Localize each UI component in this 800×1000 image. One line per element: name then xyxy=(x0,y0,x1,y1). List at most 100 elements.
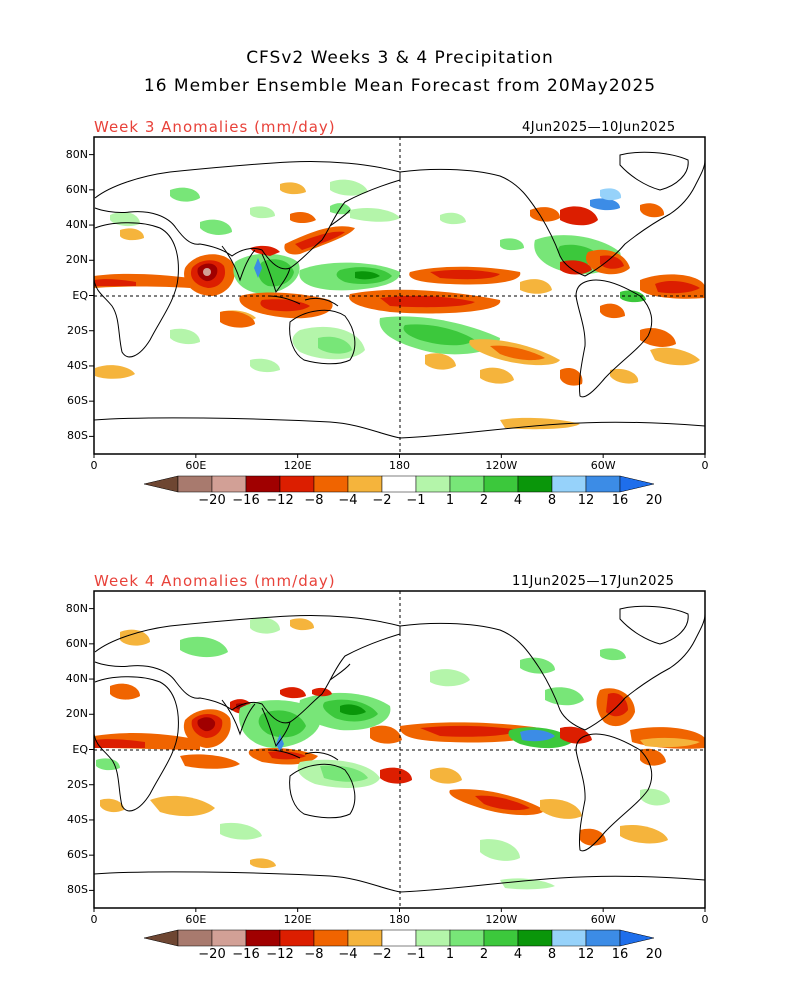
week4-date-range: 11Jun2025—17Jun2025 xyxy=(512,574,675,589)
colorbar-label: −2 xyxy=(372,493,392,508)
lon-label: 0 xyxy=(701,459,709,472)
colorbar-label: −4 xyxy=(338,493,358,508)
colorbar-swatch xyxy=(551,475,587,493)
colorbar-swatch xyxy=(381,475,417,493)
colorbar-label: −1 xyxy=(406,493,426,508)
colorbar-swatch xyxy=(347,475,383,493)
colorbar-swatch xyxy=(449,475,485,493)
lon-label: 180 xyxy=(389,913,410,926)
lon-label: 120W xyxy=(485,459,518,472)
colorbar-1 xyxy=(143,475,655,493)
colorbar-label: −12 xyxy=(266,947,294,962)
week4-title: Week 4 Anomalies (mm/day) xyxy=(94,572,336,590)
colorbar-swatch xyxy=(415,475,451,493)
colorbar-swatch xyxy=(449,929,485,947)
lat-label: 80S xyxy=(67,429,88,443)
lat-label: 40N xyxy=(65,218,88,232)
colorbar-swatch xyxy=(245,475,281,493)
lon-label: 180 xyxy=(389,459,410,472)
colorbar-label: −16 xyxy=(232,493,260,508)
lat-label: EQ xyxy=(72,742,88,756)
colorbar-swatch xyxy=(585,475,621,493)
colorbar-label: −12 xyxy=(266,493,294,508)
colorbar-swatch xyxy=(347,929,383,947)
week4-coastlines xyxy=(94,605,705,893)
lat-label: 20S xyxy=(67,777,88,791)
colorbar-low-arrow xyxy=(143,475,179,493)
colorbar-swatch xyxy=(483,929,519,947)
colorbar-swatch xyxy=(551,929,587,947)
week4-map xyxy=(94,591,705,908)
lon-label: 0 xyxy=(90,459,98,472)
lat-label: 80S xyxy=(67,883,88,897)
colorbar-high-arrow xyxy=(619,929,655,947)
colorbar-swatch xyxy=(585,929,621,947)
subtitle: 16 Member Ensemble Mean Forecast from 20… xyxy=(143,76,657,96)
lon-label: 0 xyxy=(701,913,709,926)
lon-label: 120E xyxy=(283,913,312,926)
main-title: CFSv2 Weeks 3 & 4 Precipitation xyxy=(246,48,554,68)
lat-label: 60N xyxy=(65,636,88,650)
lon-label: 60E xyxy=(185,459,207,472)
week3-reference-lines xyxy=(94,137,705,454)
colorbar-label: 12 xyxy=(577,947,595,962)
colorbar-label: 8 xyxy=(547,493,557,508)
lat-label: 60S xyxy=(67,394,88,408)
colorbar-swatch xyxy=(177,475,213,493)
colorbar-swatch xyxy=(483,475,519,493)
lat-label: 80N xyxy=(65,147,88,161)
week3-anomalies xyxy=(94,179,705,430)
colorbar-label: 1 xyxy=(445,493,455,508)
colorbar-high-arrow xyxy=(619,475,655,493)
colorbar-label: 20 xyxy=(645,493,663,508)
colorbar-label: 20 xyxy=(645,947,663,962)
colorbar-swatch xyxy=(517,929,553,947)
colorbar-label: −8 xyxy=(304,493,324,508)
lat-label: 60N xyxy=(65,182,88,196)
week4-reference-lines xyxy=(94,591,705,908)
colorbar-label: 16 xyxy=(611,493,629,508)
colorbar-swatch xyxy=(177,929,213,947)
colorbar-label: −1 xyxy=(406,947,426,962)
colorbar-swatch xyxy=(245,929,281,947)
lon-label: 60W xyxy=(590,459,616,472)
week3-title: Week 3 Anomalies (mm/day) xyxy=(94,118,336,136)
colorbar-label: −4 xyxy=(338,947,358,962)
lat-label: 60S xyxy=(67,848,88,862)
lon-label: 120W xyxy=(485,913,518,926)
lon-label: 60W xyxy=(590,913,616,926)
colorbar-label: 8 xyxy=(547,947,557,962)
colorbar-swatch xyxy=(313,475,349,493)
colorbar-2 xyxy=(143,929,655,947)
colorbar-swatch xyxy=(279,475,315,493)
lat-label: 20N xyxy=(65,253,88,267)
colorbar-swatch xyxy=(381,929,417,947)
colorbar-low-arrow xyxy=(143,929,179,947)
colorbar-label: −16 xyxy=(232,947,260,962)
lat-label: EQ xyxy=(72,288,88,302)
colorbar-swatch xyxy=(211,929,247,947)
colorbar-label: 16 xyxy=(611,947,629,962)
colorbar-label: 2 xyxy=(479,947,489,962)
colorbar-label: 4 xyxy=(513,493,523,508)
week3-date-range: 4Jun2025—10Jun2025 xyxy=(522,120,676,135)
lat-label: 20N xyxy=(65,707,88,721)
lon-label: 120E xyxy=(283,459,312,472)
lon-label: 0 xyxy=(90,913,98,926)
colorbar-label: −8 xyxy=(304,947,324,962)
colorbar-label: −2 xyxy=(372,947,392,962)
colorbar-label: 2 xyxy=(479,493,489,508)
colorbar-label: −20 xyxy=(198,493,226,508)
colorbar-label: −20 xyxy=(198,947,226,962)
lat-label: 20S xyxy=(67,323,88,337)
colorbar-label: 1 xyxy=(445,947,455,962)
week3-map xyxy=(94,137,705,454)
lat-label: 40S xyxy=(67,812,88,826)
lat-label: 40N xyxy=(65,672,88,686)
colorbar-swatch xyxy=(415,929,451,947)
colorbar-swatch xyxy=(279,929,315,947)
colorbar-swatch xyxy=(313,929,349,947)
week3-coastlines xyxy=(94,151,705,439)
colorbar-swatch xyxy=(211,475,247,493)
